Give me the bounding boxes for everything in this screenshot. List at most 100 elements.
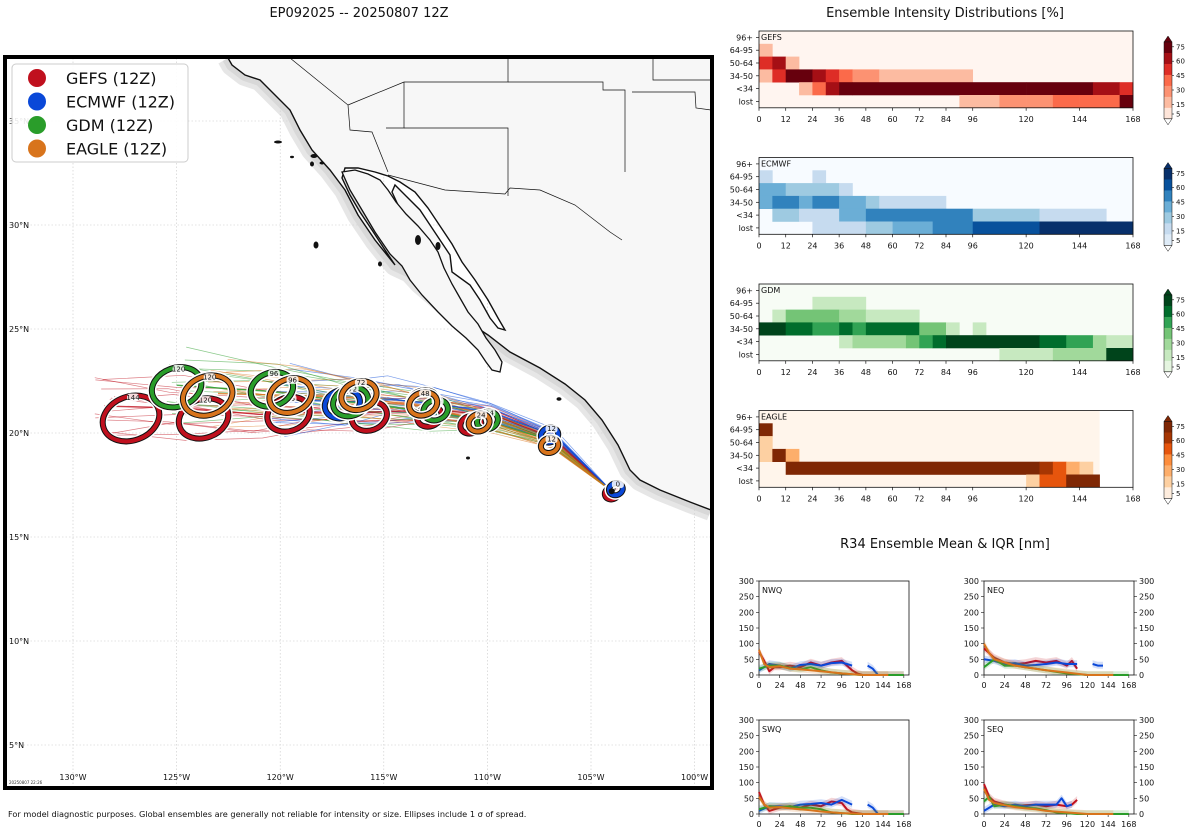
colorbar-segment	[1164, 295, 1172, 307]
r34-x-tick-label: 24	[775, 820, 785, 829]
heatmap-x-tick-label: 84	[941, 241, 951, 250]
lon-tick-label: 100°W	[681, 773, 708, 782]
heatmap-row-label: 50-64	[730, 312, 753, 321]
legend-label: ECMWF (12Z)	[66, 93, 175, 112]
colorbar-segment	[1164, 432, 1172, 444]
colorbar-max-arrow	[1163, 288, 1173, 296]
legend-marker	[28, 69, 46, 87]
r34-y-tick-label: 250	[739, 732, 754, 741]
r34-y-tick-label: 150	[739, 624, 754, 633]
heatmap-row-label: <34	[736, 85, 753, 94]
tau-label-bg	[203, 373, 216, 382]
heatmap-row-label: 50-64	[730, 186, 753, 195]
heatmap-row-label: 64-95	[730, 426, 753, 435]
r34-y-tick-label: 250	[739, 593, 754, 602]
r34-quadrant-label: SEQ	[987, 725, 1003, 734]
tau-label: 120	[203, 374, 216, 382]
heatmap-cell	[772, 208, 800, 222]
heatmap-cell	[1026, 95, 1054, 109]
heatmap-cell	[1039, 208, 1107, 222]
r34-x-tick-label: 48	[795, 820, 805, 829]
heatmap-x-tick-label: 36	[834, 494, 844, 503]
colorbar-max-arrow	[1163, 162, 1173, 169]
heatmap-x-tick-label: 60	[887, 115, 897, 124]
r34-x-tick-label: 96	[837, 681, 847, 690]
heatmap-cell	[839, 335, 853, 349]
colorbar-tick-label: 15	[1176, 227, 1185, 235]
r34-x-tick-label: 96	[1062, 820, 1072, 829]
colorbar-gefs: 5 15 30 45 60 75	[1163, 35, 1185, 126]
heatmap-x-tick-label: 24	[807, 115, 817, 124]
lat-tick-label: 5°N	[9, 741, 24, 750]
heatmap-cell	[879, 195, 947, 209]
heatmap-cell	[812, 195, 840, 209]
tau-label-bg	[545, 424, 558, 433]
heatmap-x-tick-label: 96	[968, 368, 978, 377]
colorbar-tick-label: 5	[1176, 237, 1180, 245]
heatmap-x-tick-label: 12	[781, 368, 791, 377]
heatmap-cell	[825, 82, 840, 96]
heatmap-cell	[1106, 335, 1134, 349]
heatmap-cell	[772, 69, 787, 83]
tau-label: 0	[616, 481, 620, 489]
legend-marker	[28, 139, 46, 158]
r34-y-tick-label: 250	[964, 732, 979, 741]
r34-x-tick-label: 0	[756, 681, 761, 690]
legend-label: GDM (12Z)	[66, 116, 153, 135]
r34-y-tick-label-right: 50	[1139, 794, 1149, 803]
ellipse-fill	[267, 376, 314, 415]
heatmap-x-tick-label: 12	[781, 241, 791, 250]
colorbar-tick-label: 75	[1176, 43, 1185, 51]
r34-x-tick-label: 24	[1000, 681, 1010, 690]
colorbar-segment	[1164, 212, 1172, 224]
heatmap-x-tick-label: 12	[781, 494, 791, 503]
heatmap-x-tick-label: 60	[887, 241, 897, 250]
heatmap-cell	[1092, 82, 1120, 96]
heatmap-x-tick-label: 0	[756, 241, 761, 250]
colorbar-segment	[1164, 179, 1172, 191]
heatmap-x-tick-label: 96	[968, 241, 978, 250]
heatmap-cell	[865, 322, 920, 336]
colorbar-segment	[1164, 223, 1172, 235]
r34-y-tick-label: 200	[964, 747, 979, 756]
heatmap-x-tick-label: 24	[807, 368, 817, 377]
r34-y-tick-label-right: 100	[1139, 640, 1154, 649]
state-borders	[289, 58, 711, 241]
tau-label-bg	[286, 375, 299, 384]
heatmap-cell	[785, 322, 813, 336]
colorbar-segment	[1164, 74, 1172, 87]
heatmap-x-tick-label: 144	[1072, 494, 1087, 503]
heatmap-cell	[959, 95, 1000, 109]
heatmap-cell	[812, 322, 840, 336]
heatmap-row-label: 64-95	[730, 173, 753, 182]
heatmap-x-tick-label: 144	[1072, 368, 1087, 377]
heatmap-cell	[999, 348, 1054, 362]
r34-x-tick-label: 48	[1020, 681, 1030, 690]
r34-quadrant-label: NEQ	[987, 586, 1004, 595]
r34-y-tick-label: 300	[964, 577, 979, 586]
tau-label-bg	[199, 396, 212, 405]
r34-x-tick-label: 144	[1100, 820, 1115, 829]
heatmap-cell	[812, 82, 827, 96]
colorbar-tick-label: 30	[1176, 213, 1185, 221]
r34-y-tick-label-right: 150	[1139, 763, 1154, 772]
storm-initial-position	[608, 488, 615, 495]
heatmap-cell	[772, 448, 787, 462]
colorbar-tick-label: 45	[1176, 199, 1185, 207]
r34-y-tick-label: 300	[739, 716, 754, 725]
map-stamp: 20250807 22:26	[9, 780, 43, 785]
r34-y-tick-label: 200	[739, 608, 754, 617]
r34-x-tick-label: 120	[1080, 681, 1095, 690]
heatmap-cell	[799, 195, 813, 209]
heatmap-cell	[759, 56, 773, 70]
heatmap-cell	[759, 436, 773, 450]
r34-y-tick-label-right: 250	[1139, 732, 1154, 741]
heatmap-x-tick-label: 120	[1019, 368, 1034, 377]
heatmap-row-label: 96+	[736, 33, 753, 42]
colorbar-segment	[1164, 465, 1172, 477]
heatmap-x-tick-label: 0	[756, 494, 761, 503]
heatmap-x-tick-label: 72	[914, 368, 924, 377]
